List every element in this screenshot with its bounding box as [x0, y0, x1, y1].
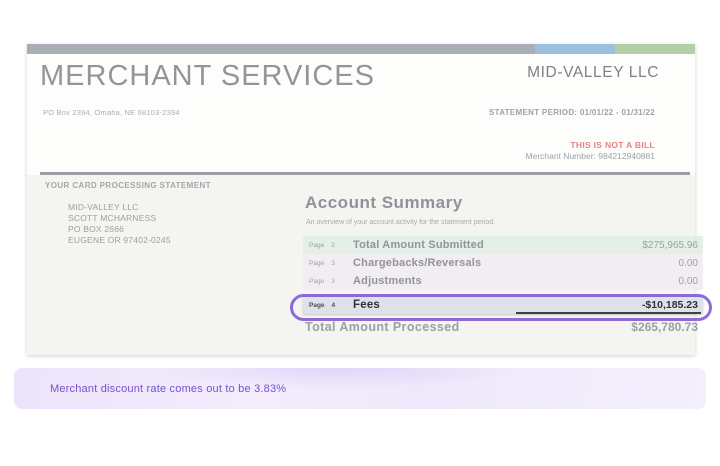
- processor-address: PO Box 2394, Omaha, NE 68103-2394: [43, 108, 180, 117]
- page-reference: Page 2: [309, 242, 353, 249]
- not-a-bill-notice: THIS IS NOT A BILL: [570, 140, 655, 150]
- document-title: MERCHANT SERVICES: [40, 60, 375, 92]
- account-summary-subtitle: An overview of your account activity for…: [306, 219, 496, 226]
- row-amount: -$10,185.23: [641, 299, 698, 311]
- row-label: Total Amount Submitted: [353, 239, 484, 251]
- summary-row-fees: Page 4 Fees -$10,185.23: [303, 296, 703, 314]
- page-number: 4: [331, 301, 336, 309]
- statement-period: STATEMENT PERIOD: 01/01/22 - 01/31/22: [489, 108, 655, 117]
- page-reference: Page 3: [309, 260, 353, 267]
- page-reference: Page 4: [309, 302, 353, 309]
- row-label: Fees: [353, 299, 381, 311]
- page-word: Page: [309, 277, 325, 285]
- mailing-address-line: MID-VALLEY LLC: [68, 202, 139, 212]
- header-divider: [40, 172, 690, 175]
- fees-amount-underline: [516, 312, 701, 314]
- page-word: Page: [309, 259, 325, 267]
- page-word: Page: [309, 301, 325, 309]
- mailing-address-block: MID-VALLEY LLC SCOTT MCHARNESS PO BOX 26…: [68, 202, 171, 246]
- annotation-note: Merchant discount rate comes out to be 3…: [50, 382, 287, 395]
- page-word: Page: [309, 241, 325, 249]
- statement-document: MERCHANT SERVICES PO Box 2394, Omaha, NE…: [27, 44, 703, 355]
- topbar-blue-segment: [535, 44, 615, 54]
- mailing-address-line: PO BOX 2666: [68, 224, 125, 234]
- page-number: 3: [331, 277, 335, 285]
- row-amount: $275,965.96: [642, 239, 698, 251]
- total-label: Total Amount Processed: [305, 320, 460, 334]
- mailing-address-line: SCOTT MCHARNESS: [68, 213, 157, 223]
- summary-row-adjustments: Page 3 Adjustments 0.00: [303, 272, 703, 290]
- merchant-company-name: MID-VALLEY LLC: [527, 64, 659, 81]
- account-summary-title: Account Summary: [305, 193, 463, 212]
- account-summary-table: Page 2 Total Amount Submitted $275,965.96…: [303, 236, 703, 336]
- topbar-gray-segment: [27, 44, 535, 54]
- topbar-green-segment: [615, 44, 695, 54]
- summary-row-total-processed: Total Amount Processed $265,780.73: [303, 318, 703, 336]
- summary-row-chargebacks: Page 3 Chargebacks/Reversals 0.00: [303, 254, 703, 272]
- merchant-number: Merchant Number: 984212940881: [525, 151, 655, 161]
- summary-row-total-submitted: Page 2 Total Amount Submitted $275,965.96: [303, 236, 703, 254]
- mailing-address-line: EUGENE OR 97402-0245: [68, 235, 171, 245]
- page-number: 2: [331, 241, 335, 249]
- card-processing-statement-label: YOUR CARD PROCESSING STATEMENT: [45, 181, 211, 190]
- row-label: Adjustments: [353, 275, 422, 287]
- statement-body: YOUR CARD PROCESSING STATEMENT MID-VALLE…: [27, 175, 703, 355]
- annotation-banner: Merchant discount rate comes out to be 3…: [14, 368, 706, 409]
- document-top-color-bar: [27, 44, 695, 54]
- total-amount: $265,780.73: [631, 320, 698, 334]
- page-number: 3: [331, 259, 335, 267]
- page-reference: Page 3: [309, 278, 353, 285]
- row-label: Chargebacks/Reversals: [353, 257, 482, 269]
- row-amount: 0.00: [678, 257, 698, 269]
- row-amount: 0.00: [678, 275, 698, 287]
